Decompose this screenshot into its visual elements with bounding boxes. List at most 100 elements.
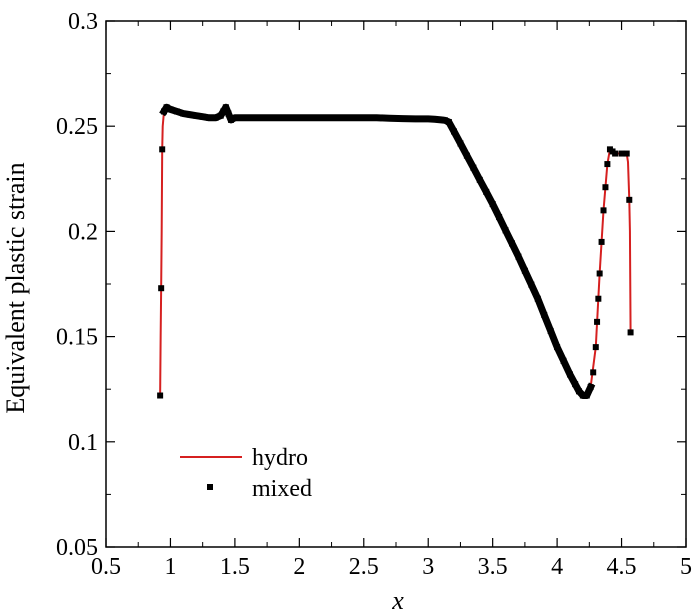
series-layer: [157, 103, 634, 400]
legend-label-mixed: mixed: [252, 476, 312, 502]
marker-mixed: [463, 152, 470, 159]
marker-mixed: [161, 108, 167, 115]
legend-label-hydro: hydro: [252, 445, 308, 471]
marker-mixed: [425, 115, 432, 122]
ticks-layer: [105, 20, 687, 548]
marker-mixed: [180, 110, 187, 117]
x-tick-label: 2.5: [349, 554, 379, 580]
marker-mixed: [521, 267, 528, 274]
marker-mixed: [228, 116, 235, 123]
marker-mixed: [528, 281, 535, 288]
y-tick-label: 0.3: [68, 9, 98, 35]
marker-mixed: [445, 118, 452, 125]
marker-mixed: [547, 327, 554, 334]
marker-mixed: [220, 108, 227, 115]
marker-mixed: [604, 161, 611, 168]
marker-mixed: [483, 188, 490, 195]
marker-mixed: [186, 111, 193, 118]
marker-mixed: [560, 357, 567, 364]
marker-mixed: [231, 114, 238, 121]
marker-mixed: [554, 344, 561, 351]
marker-mixed: [225, 110, 232, 117]
marker-mixed: [431, 116, 438, 123]
marker-mixed: [592, 344, 599, 351]
marker-mixed: [399, 115, 406, 122]
marker-mixed: [212, 114, 219, 121]
y-tick-label: 0.05: [56, 535, 98, 561]
marker-mixed: [347, 114, 354, 121]
legend-marker-mixed: [207, 484, 213, 490]
series-band-mixed: [159, 103, 596, 400]
marker-mixed: [159, 146, 166, 153]
marker-mixed: [515, 253, 522, 260]
x-tick-label: 1: [164, 554, 176, 580]
marker-mixed: [623, 150, 630, 157]
marker-mixed: [595, 295, 602, 302]
marker-mixed: [626, 196, 633, 203]
marker-mixed: [193, 112, 200, 119]
marker-mixed: [158, 285, 165, 292]
marker-mixed: [322, 114, 329, 121]
marker-mixed: [360, 114, 367, 121]
legend: hydro mixed: [180, 445, 312, 502]
marker-mixed: [579, 392, 586, 399]
x-axis-title: x: [391, 586, 404, 612]
y-tick-label: 0.1: [68, 430, 98, 456]
marker-mixed: [590, 369, 597, 376]
x-tick-label: 4.5: [607, 554, 637, 580]
marker-mixed: [572, 381, 579, 388]
marker-mixed: [587, 384, 594, 391]
marker-mixed: [476, 176, 483, 183]
marker-mixed: [489, 201, 496, 208]
marker-mixed: [576, 388, 583, 395]
marker-mixed: [583, 392, 590, 399]
y-tick-label: 0.25: [56, 114, 98, 140]
marker-mixed: [283, 114, 290, 121]
marker-mixed: [496, 214, 503, 221]
marker-mixed: [451, 128, 457, 135]
y-tick-label: 0.15: [56, 325, 98, 351]
marker-mixed: [502, 227, 509, 234]
marker-mixed: [534, 295, 541, 302]
marker-mixed: [457, 140, 464, 147]
marker-mixed: [206, 114, 213, 121]
marker-mixed: [257, 114, 264, 121]
marker-mixed: [412, 115, 419, 122]
marker-mixed: [157, 392, 164, 399]
marker-mixed: [173, 108, 180, 115]
marker-mixed: [296, 114, 303, 121]
y-axis-title: Equivalent plastic strain: [1, 162, 30, 413]
marker-mixed: [612, 150, 619, 157]
marker-mixed: [470, 164, 477, 171]
marker-mixed: [441, 117, 448, 124]
marker-mixed: [594, 318, 601, 325]
marker-mixed: [373, 114, 380, 121]
marker-mixed: [567, 371, 573, 378]
marker-mixed: [199, 113, 206, 120]
tick-labels: 0.5 1 1.5 2 2.5 3 3.5 4 4.5 5 0.05 0.1 0.15 0.2 0.25 0.…: [56, 9, 692, 580]
marker-mixed: [438, 116, 445, 123]
marker-mixed: [244, 114, 251, 121]
x-tick-label: 1.5: [220, 554, 250, 580]
x-tick-label: 3: [422, 554, 434, 580]
marker-mixed: [598, 238, 605, 245]
marker-mixed: [596, 270, 603, 277]
x-tick-label: 2: [293, 554, 305, 580]
marker-mixed: [163, 104, 170, 111]
x-tick-label: 4: [551, 554, 563, 580]
y-tick-label: 0.2: [68, 219, 98, 245]
x-tick-label: 0.5: [91, 554, 121, 580]
marker-mixed: [335, 114, 341, 121]
marker-mixed: [509, 240, 515, 247]
marker-mixed: [309, 114, 316, 121]
marker-mixed: [217, 112, 224, 119]
marker-mixed: [222, 104, 229, 111]
marker-mixed: [167, 106, 174, 113]
marker-mixed: [627, 329, 634, 336]
marker-mixed: [600, 207, 607, 214]
x-tick-label: 3.5: [478, 554, 508, 580]
marker-mixed: [602, 184, 609, 191]
marker-mixed: [270, 114, 277, 121]
marker-mixed: [618, 150, 625, 157]
